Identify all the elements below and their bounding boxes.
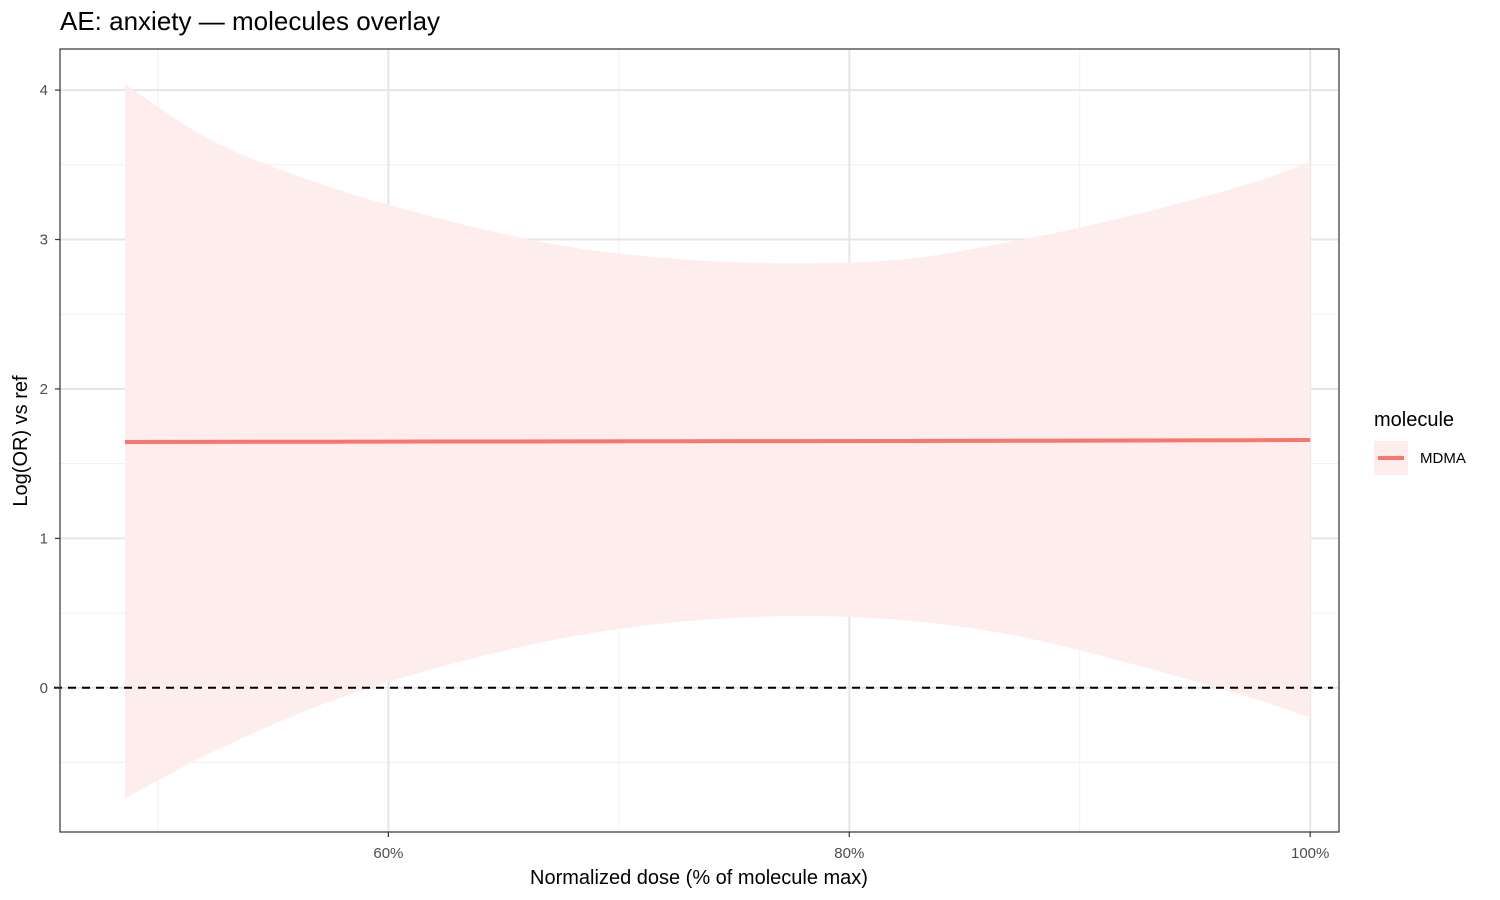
legend-title: molecule — [1374, 409, 1454, 431]
y-tick-label: 0 — [40, 680, 48, 697]
chart-title: AE: anxiety — molecules overlay — [60, 6, 440, 36]
x-tick-label: 60% — [373, 845, 403, 862]
legend-label-mdma: MDMA — [1420, 450, 1466, 467]
y-axis-title: Log(OR) vs ref — [10, 375, 32, 507]
x-axis-title: Normalized dose (% of molecule max) — [530, 867, 868, 889]
x-axis: 60% 80% 100% — [373, 832, 1329, 862]
y-tick-label: 3 — [40, 232, 48, 249]
y-tick-label: 1 — [40, 530, 48, 547]
x-tick-label: 100% — [1291, 845, 1329, 862]
y-axis: 0 1 2 3 4 — [40, 82, 60, 697]
legend: molecule MDMA — [1374, 409, 1466, 475]
x-tick-label: 80% — [834, 845, 864, 862]
series-line-mdma — [124, 438, 1311, 444]
y-tick-label: 4 — [40, 82, 48, 99]
panel-border — [59, 48, 1340, 833]
y-tick-label: 2 — [40, 381, 48, 398]
plot-panel — [54, 48, 1340, 833]
